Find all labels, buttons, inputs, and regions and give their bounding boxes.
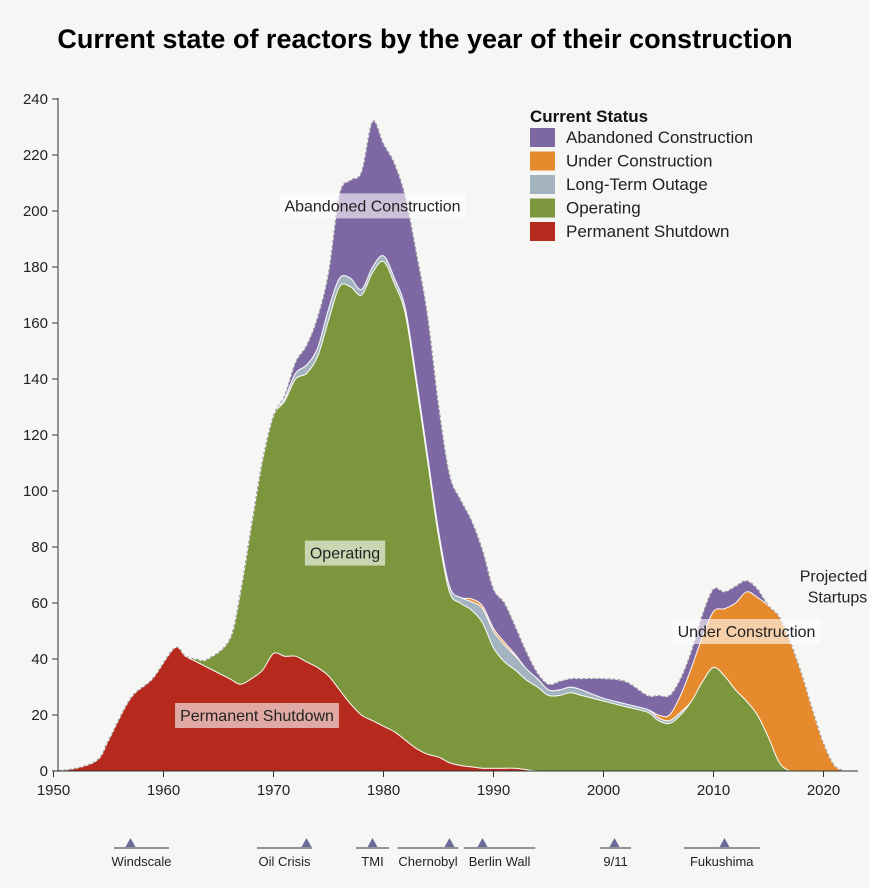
y-tick-label: 60 — [31, 595, 48, 612]
event-label: Windscale — [112, 854, 172, 869]
area-label-box — [672, 619, 821, 644]
x-tick-label: 2000 — [587, 782, 620, 799]
x-tick-label: 2020 — [807, 782, 840, 799]
x-tick-label: 2010 — [697, 782, 730, 799]
area-label-abandoned-construction: Abandoned Construction — [279, 193, 466, 219]
event-oil-crisis: Oil Crisis — [257, 838, 312, 869]
event-marker — [125, 838, 136, 847]
area-label-text: Abandoned Construction — [284, 198, 460, 215]
x-tick-label: 1990 — [477, 782, 510, 799]
total-outline — [53, 120, 846, 772]
legend-swatch-under-construction — [530, 151, 555, 171]
y-tick-label: 160 — [23, 315, 48, 332]
event-marker — [444, 838, 455, 847]
chart-title: Current state of reactors by the year of… — [57, 24, 793, 54]
event-9-11: 9/11 — [600, 838, 631, 869]
legend-title: Current Status — [530, 107, 648, 126]
legend: Current Status Abandoned Construction Und… — [530, 107, 753, 241]
y-tick-label: 100 — [23, 483, 48, 500]
event-label: TMI — [361, 854, 383, 869]
legend-swatch-long-term-outage — [530, 175, 555, 194]
event-marker — [609, 838, 620, 847]
area-label-text: Operating — [310, 546, 380, 563]
x-tick-label: 1980 — [367, 782, 400, 799]
area-label-text: Permanent Shutdown — [180, 708, 334, 725]
y-tick-label: 140 — [23, 371, 48, 388]
area-label-under-construction: Under Construction — [672, 619, 821, 644]
area-label-box — [304, 540, 386, 566]
area-label-operating: Operating — [304, 540, 386, 566]
axes: 0 20 40 60 80 100 120 140 160 180 200 220 240 1950 196… — [23, 91, 858, 799]
legend-label-under-construction: Under Construction — [566, 152, 712, 171]
y-tick-label: 40 — [31, 651, 48, 668]
event-label: Oil Crisis — [259, 854, 311, 869]
area-label-box — [175, 703, 339, 728]
event-timeline: Windscale Oil Crisis TMI Chernobyl Berlin Wa… — [112, 838, 760, 869]
event-marker — [301, 838, 312, 847]
projected-text-line: Projected — [800, 569, 868, 586]
event-windscale: Windscale — [112, 838, 172, 869]
x-tick-label: 1970 — [257, 782, 290, 799]
y-tick-label: 180 — [23, 259, 48, 276]
x-tick-label: 1960 — [147, 782, 180, 799]
y-tick-label: 120 — [23, 427, 48, 444]
area-label-layer: Abandoned Construction Operating Permanent… — [175, 193, 821, 728]
event-marker — [719, 838, 730, 847]
y-tick-label: 220 — [23, 147, 48, 164]
projected-text-line: Startups — [808, 590, 868, 607]
y-tick-label: 240 — [23, 91, 48, 108]
event-marker — [477, 838, 488, 847]
y-tick-label: 0 — [40, 763, 48, 780]
event-tmi: TMI — [356, 838, 389, 869]
legend-label-permanent-shutdown: Permanent Shutdown — [566, 222, 730, 241]
y-tick-label: 200 — [23, 203, 48, 220]
event-label: Chernobyl — [398, 854, 457, 869]
event-berlin-wall: Berlin Wall — [463, 838, 536, 869]
event-chernobyl: Chernobyl — [397, 838, 459, 869]
event-label: 9/11 — [603, 854, 627, 869]
event-fukushima: Fukushima — [683, 838, 760, 869]
legend-label-abandoned-construction: Abandoned Construction — [566, 128, 753, 147]
area-label-box — [279, 193, 466, 219]
projected-startups-note: Projected Startups — [800, 569, 868, 607]
area-label-text: Under Construction — [678, 624, 816, 641]
legend-swatch-permanent-shutdown — [530, 222, 555, 241]
legend-label-operating: Operating — [566, 199, 641, 218]
event-label: Fukushima — [690, 854, 754, 869]
legend-label-long-term-outage: Long-Term Outage — [566, 175, 708, 194]
y-tick-label: 80 — [31, 539, 48, 556]
event-label: Berlin Wall — [469, 854, 531, 869]
x-tick-label: 1950 — [37, 782, 70, 799]
legend-swatch-operating — [530, 198, 555, 218]
y-tick-label: 20 — [31, 707, 48, 724]
area-label-permanent-shutdown: Permanent Shutdown — [175, 703, 339, 728]
event-marker — [367, 838, 378, 847]
legend-swatch-abandoned-construction — [530, 128, 555, 147]
